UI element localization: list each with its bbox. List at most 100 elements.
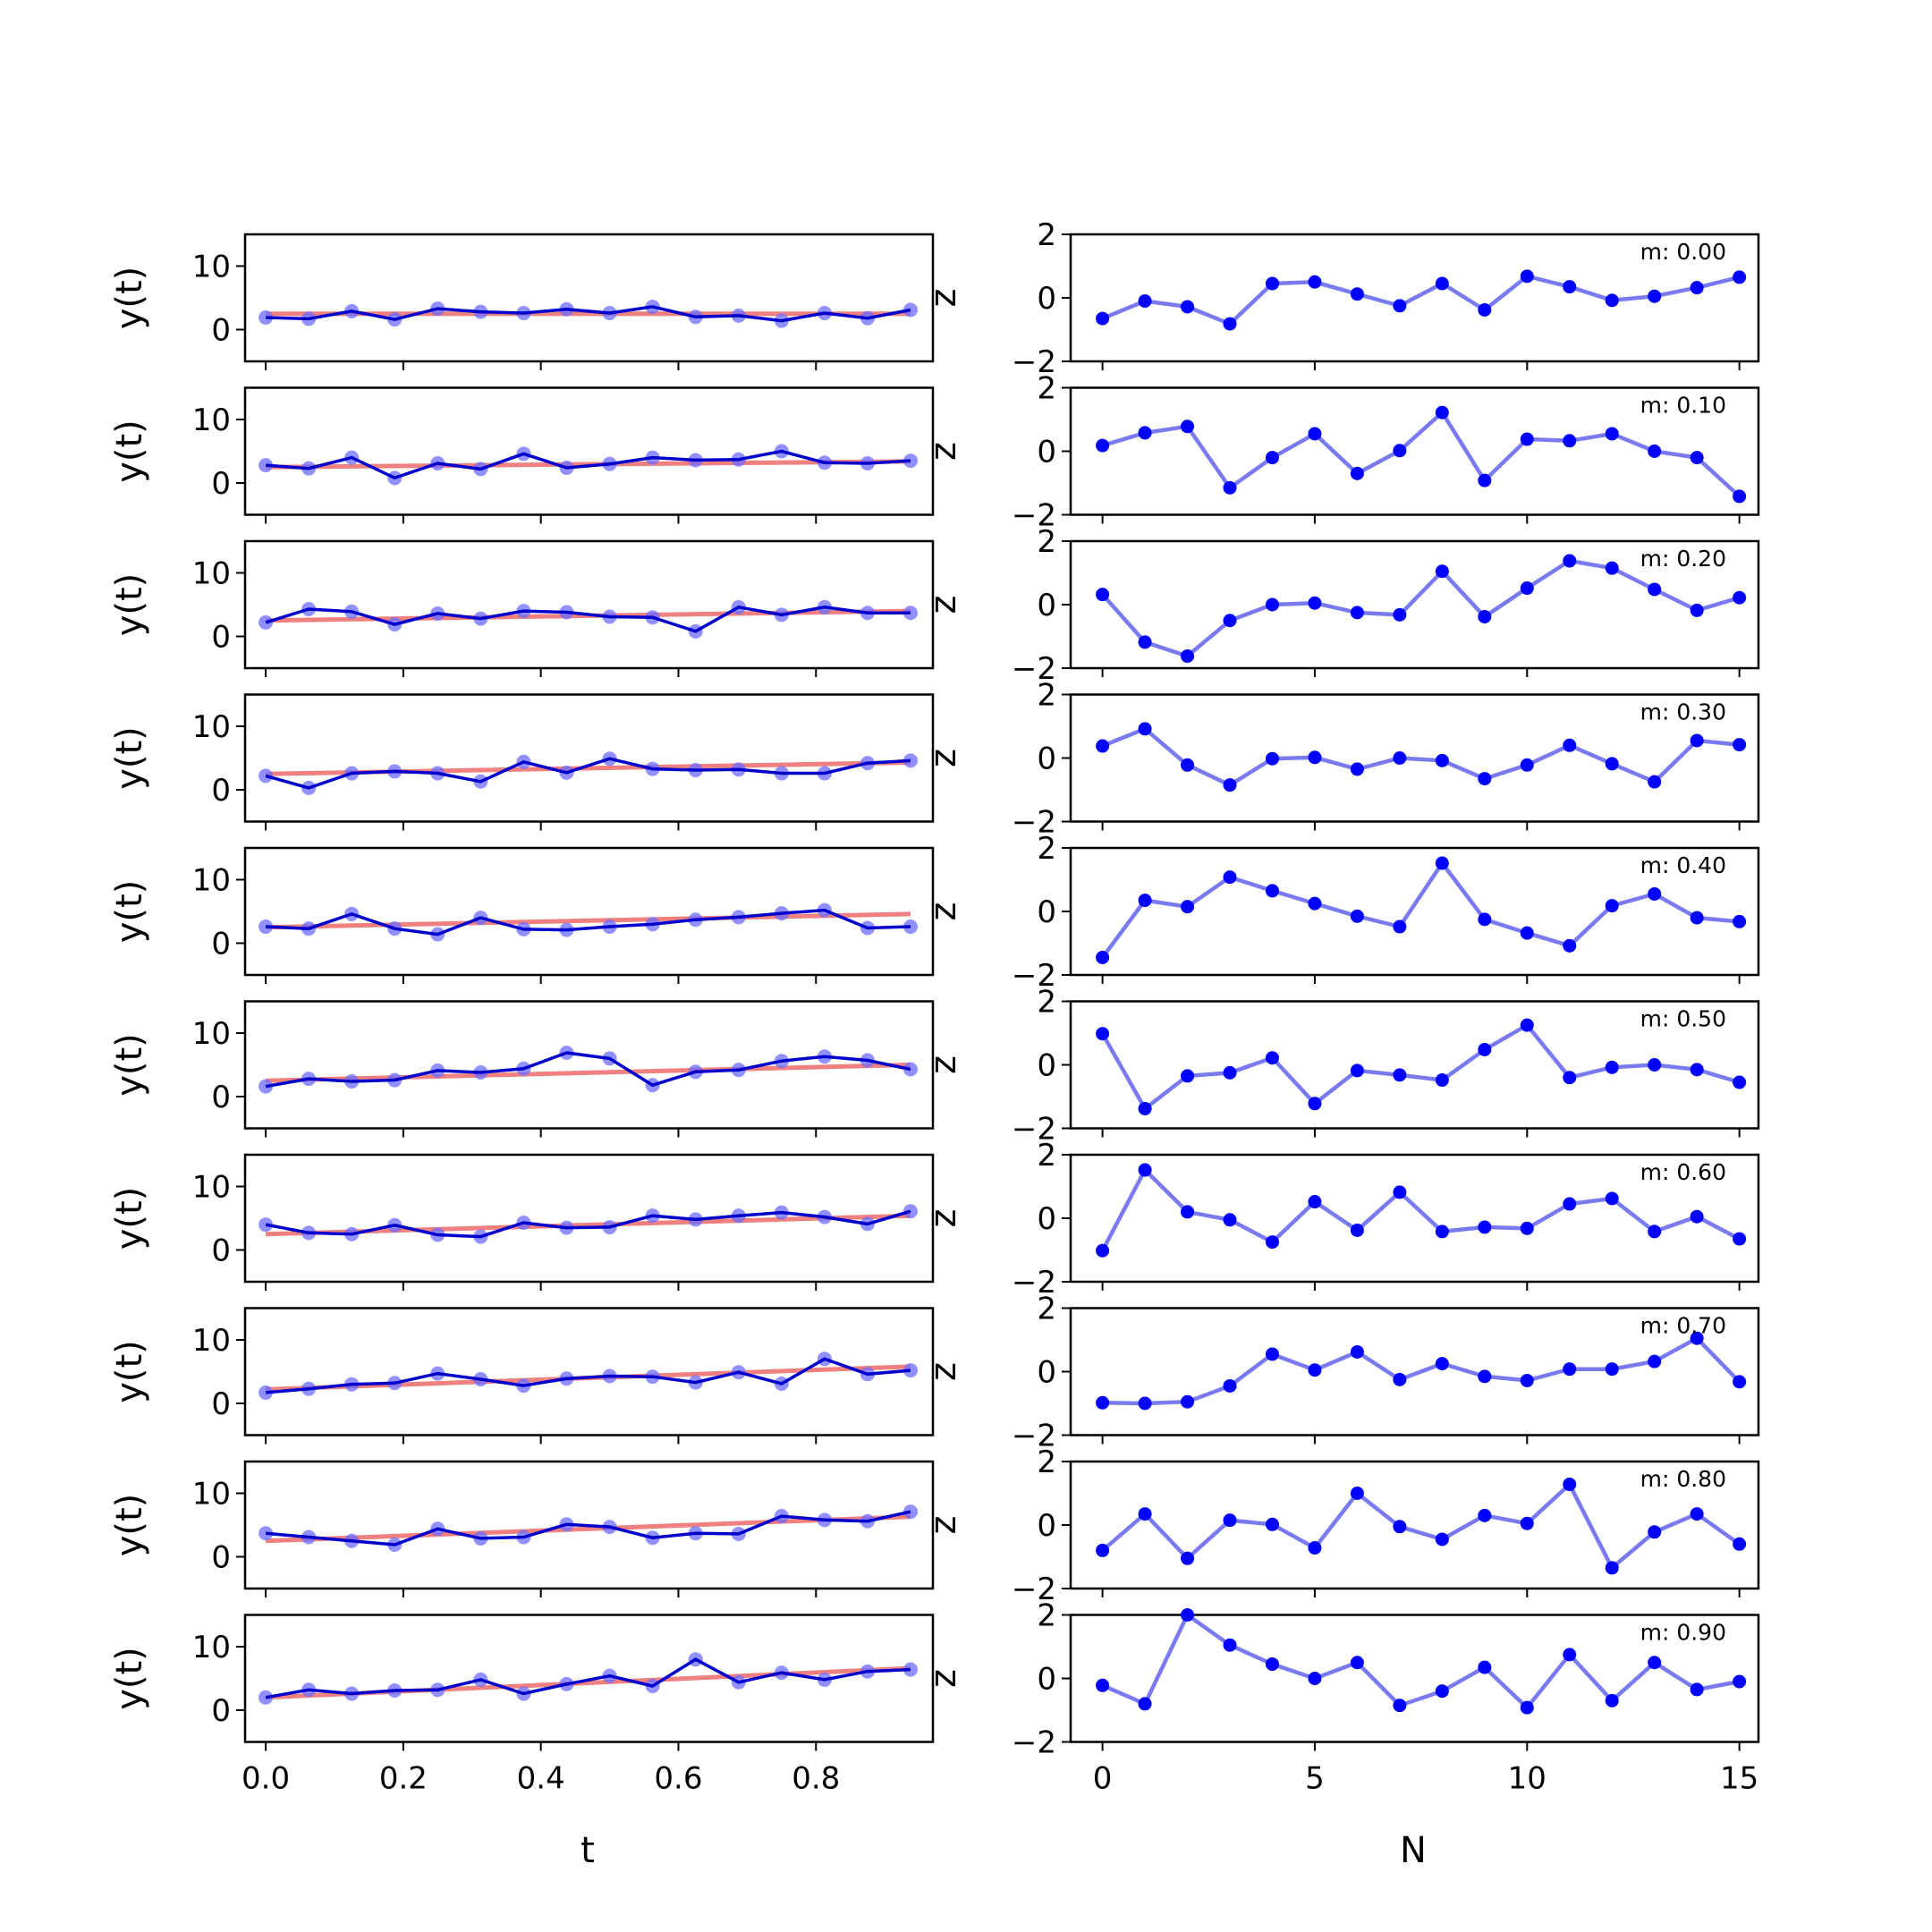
- residual-point: [1138, 426, 1152, 440]
- residual-point: [1520, 432, 1534, 446]
- residual-point: [1478, 302, 1492, 317]
- data-point: [903, 1062, 919, 1077]
- y-tick-label: −2: [1012, 1112, 1056, 1148]
- residual-point: [1096, 1395, 1110, 1410]
- residual-point: [1096, 438, 1110, 453]
- residual-point: [1435, 1357, 1449, 1371]
- residual-point: [1181, 1205, 1195, 1219]
- residual-point: [1435, 1073, 1449, 1088]
- residual-point: [1605, 1362, 1619, 1377]
- residual-point: [1096, 1543, 1110, 1557]
- right-subplot: −2 0 2 0 5 10 15 m: 0.90 z: [923, 1598, 1760, 1797]
- data-line: [265, 1051, 911, 1089]
- residual-point: [1478, 772, 1492, 786]
- residual-point: [1393, 1699, 1407, 1713]
- residual-point: [1350, 1656, 1364, 1670]
- residual-point: [1350, 909, 1364, 923]
- panel-annotation: m: 0.70: [1640, 1313, 1726, 1339]
- right-y-axis-label: z: [923, 1362, 964, 1381]
- y-tick-label: 2: [1037, 1292, 1056, 1327]
- residual-point: [1520, 269, 1534, 284]
- residual-point: [1733, 590, 1747, 605]
- residual-point: [1648, 1058, 1662, 1072]
- residual-point: [1393, 1372, 1407, 1386]
- residual-point: [1520, 1018, 1534, 1032]
- residual-point: [1690, 1331, 1704, 1345]
- residual-point: [1520, 581, 1534, 596]
- panel-annotation: m: 0.30: [1640, 699, 1726, 725]
- right-subplot: −2 0 2 m: 0.40 z: [923, 831, 1760, 994]
- y-tick-label: 0: [211, 466, 231, 502]
- residual-point: [1733, 1375, 1747, 1389]
- residual-point: [1605, 293, 1619, 308]
- residual-point: [1605, 1693, 1619, 1707]
- data-point: [903, 302, 919, 318]
- residual-point: [1393, 1185, 1407, 1199]
- y-tick-label: 0: [1037, 1048, 1056, 1084]
- residual-point: [1308, 750, 1322, 765]
- right-x-axis-label: N: [1400, 1830, 1427, 1871]
- residual-point: [1265, 751, 1279, 766]
- data-line: [266, 908, 911, 936]
- data-point: [903, 1204, 919, 1219]
- residual-point: [1265, 884, 1279, 898]
- residual-point: [1563, 434, 1577, 448]
- residual-point: [1435, 276, 1449, 291]
- left-axes-frame: [243, 693, 935, 823]
- data-point: [903, 919, 919, 935]
- residual-point: [1265, 1347, 1279, 1361]
- residual-point: [1478, 1508, 1492, 1522]
- residual-point: [1223, 480, 1237, 495]
- left-y-axis-label: y(t): [109, 1033, 150, 1097]
- fit-line: [266, 911, 911, 930]
- residual-point: [1096, 1678, 1110, 1692]
- y-tick-label: 0: [1037, 281, 1056, 317]
- right-subplot: −2 0 2 m: 0.50 z: [923, 985, 1760, 1148]
- residual-line: [1101, 726, 1740, 788]
- residual-point: [1478, 609, 1492, 623]
- residual-point: [1138, 1507, 1152, 1521]
- panel-annotation: m: 0.20: [1640, 546, 1726, 572]
- panel-annotation: m: 0.40: [1640, 852, 1726, 878]
- residual-point: [1563, 554, 1577, 568]
- data-line: [265, 605, 911, 633]
- y-tick-label: −2: [1012, 651, 1056, 687]
- right-y-axis-label: z: [923, 442, 964, 461]
- residual-point: [1733, 738, 1747, 752]
- y-tick-label: 10: [192, 1630, 231, 1665]
- right-subplot: −2 0 2 m: 0.10 z: [923, 371, 1760, 534]
- left-subplot: 0 10 y(t): [109, 539, 935, 677]
- x-tick-label: 10: [1508, 1761, 1546, 1797]
- data-line: [265, 1357, 911, 1394]
- left-subplot: 0 10 0.0 0.2 0.4 0.6 0.8 y(t): [109, 1614, 935, 1797]
- data-point: [258, 614, 274, 630]
- right-subplot: −2 0 2 m: 0.30 z: [923, 678, 1760, 841]
- data-point: [903, 1662, 919, 1677]
- residual-point: [1181, 758, 1195, 772]
- data-line: [265, 757, 911, 790]
- residual-point: [1435, 1684, 1449, 1699]
- residual-point: [1605, 427, 1619, 441]
- residual-point: [1265, 1517, 1279, 1531]
- data-line: [265, 1657, 911, 1699]
- data-line: [265, 449, 911, 480]
- left-axes-frame: [243, 1000, 935, 1130]
- residual-point: [1223, 1065, 1237, 1080]
- residual-point: [1096, 311, 1110, 326]
- residual-point: [1138, 1697, 1152, 1711]
- data-point: [258, 1079, 274, 1094]
- y-tick-label: 10: [192, 1016, 231, 1052]
- residual-point: [1138, 1101, 1152, 1115]
- residual-point: [1563, 1071, 1577, 1085]
- data-point: [903, 606, 919, 621]
- right-axes-frame: [1069, 539, 1760, 670]
- residual-point: [1733, 1232, 1747, 1246]
- y-tick-label: 0: [211, 1386, 231, 1422]
- residual-point: [1520, 1373, 1534, 1387]
- residual-point: [1648, 289, 1662, 303]
- y-tick-label: 2: [1037, 678, 1056, 714]
- residual-point: [1648, 1354, 1662, 1368]
- residual-point: [1181, 1069, 1195, 1083]
- residual-point: [1138, 722, 1152, 736]
